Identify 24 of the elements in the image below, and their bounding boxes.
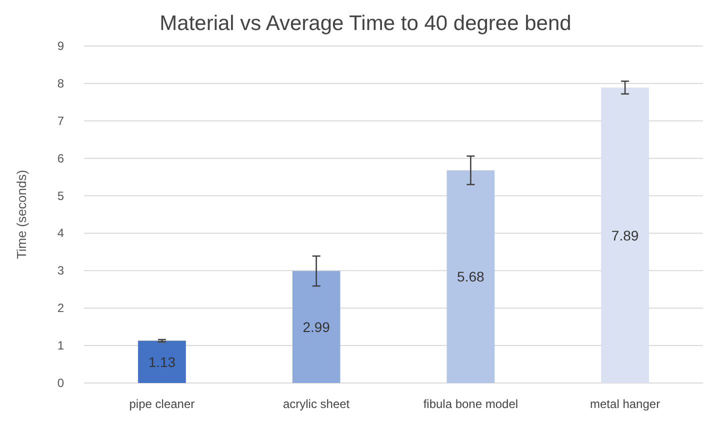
y-tick-label: 7 (57, 114, 64, 128)
y-tick-label: 0 (57, 376, 64, 390)
y-tick-label: 1 (57, 338, 64, 353)
x-tick-label: pipe cleaner (129, 397, 195, 411)
data-label: 1.13 (148, 354, 176, 370)
y-axis-title: Time (seconds) (14, 170, 29, 260)
data-label: 2.99 (302, 319, 330, 336)
bar (601, 88, 649, 383)
x-tick-label: acrylic sheet (282, 397, 350, 411)
y-tick-label: 8 (57, 76, 64, 90)
y-tick-label: 6 (57, 151, 64, 166)
y-tick-label: 3 (57, 264, 64, 278)
chart-title: Material vs Average Time to 40 degree bend (160, 12, 572, 35)
y-tick-label: 2 (57, 301, 64, 316)
x-tick-label: metal hanger (590, 397, 660, 411)
bar (292, 271, 340, 383)
bar (138, 340, 186, 383)
bar (446, 170, 495, 383)
y-tick-label: 5 (57, 188, 64, 203)
data-label: 7.89 (611, 227, 639, 244)
data-label: 5.68 (457, 268, 485, 285)
x-tick-label: fibula bone model (423, 397, 518, 411)
y-tick-label: 4 (57, 226, 64, 240)
y-tick-label: 9 (57, 39, 64, 53)
